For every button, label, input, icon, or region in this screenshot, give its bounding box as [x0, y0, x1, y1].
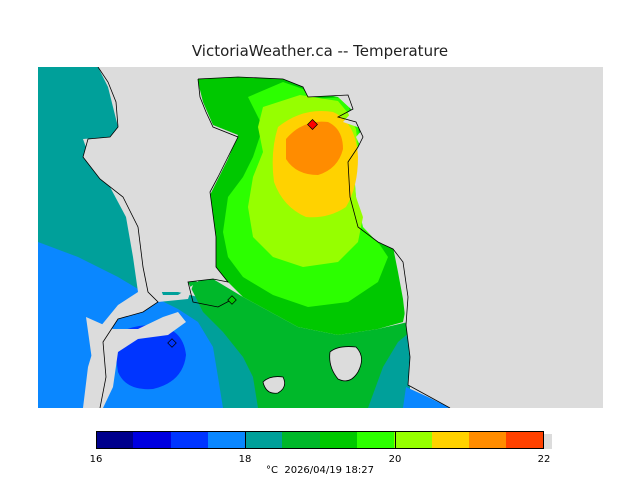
contour-green-low: [188, 279, 413, 408]
colorbar-cell-6: [319, 431, 358, 449]
contour-teal-right: [368, 332, 410, 408]
colorbar-tick-20: [395, 431, 396, 449]
colorbar-overflow-gray: [544, 434, 552, 449]
coastline-west: [82, 67, 159, 408]
colorbar-cell-10: [468, 431, 507, 449]
colorbar-cell-1: [133, 431, 171, 449]
coastline-inner: [187, 78, 239, 308]
colorbar-cell-3: [207, 431, 246, 449]
station-marker-3: [167, 338, 177, 348]
colorbar-cell-0: [96, 431, 134, 449]
island-1: [329, 346, 362, 382]
unit-label: °C: [266, 465, 278, 476]
colorbar-cell-9: [431, 431, 469, 449]
station-marker-2: [227, 295, 237, 305]
colorbar-label-20: 20: [388, 454, 402, 465]
water-gray-right: [293, 67, 603, 408]
contour-blue-right: [403, 387, 450, 408]
station-marker-1: [307, 119, 318, 130]
water-haro-strait: [83, 127, 193, 408]
colorbar: [96, 431, 544, 449]
colorbar-cell-8: [394, 431, 432, 449]
water-lower-island: [86, 312, 186, 408]
colorbar-cell-2: [170, 431, 208, 449]
colorbar-cell-4: [245, 431, 283, 449]
contour-orange: [286, 121, 343, 175]
colorbar-cell-5: [282, 431, 320, 449]
footer-caption: °C 2026/04/19 18:27: [0, 465, 640, 476]
timestamp: 2026/04/19 18:27: [284, 465, 374, 476]
colorbar-cell-7: [357, 431, 395, 449]
temperature-map: [38, 67, 603, 408]
map-title: VictoriaWeather.ca -- Temperature: [191, 42, 449, 60]
colorbar-tick-18: [245, 431, 246, 449]
colorbar-label-22: 22: [537, 454, 551, 465]
coastline-peninsula: [197, 76, 451, 408]
colorbar-label-18: 18: [238, 454, 252, 465]
water-top-left-gray: [98, 67, 238, 282]
colorbar-label-16: 16: [89, 454, 103, 465]
island-2: [262, 376, 286, 394]
colorbar-cell-11: [506, 431, 544, 449]
